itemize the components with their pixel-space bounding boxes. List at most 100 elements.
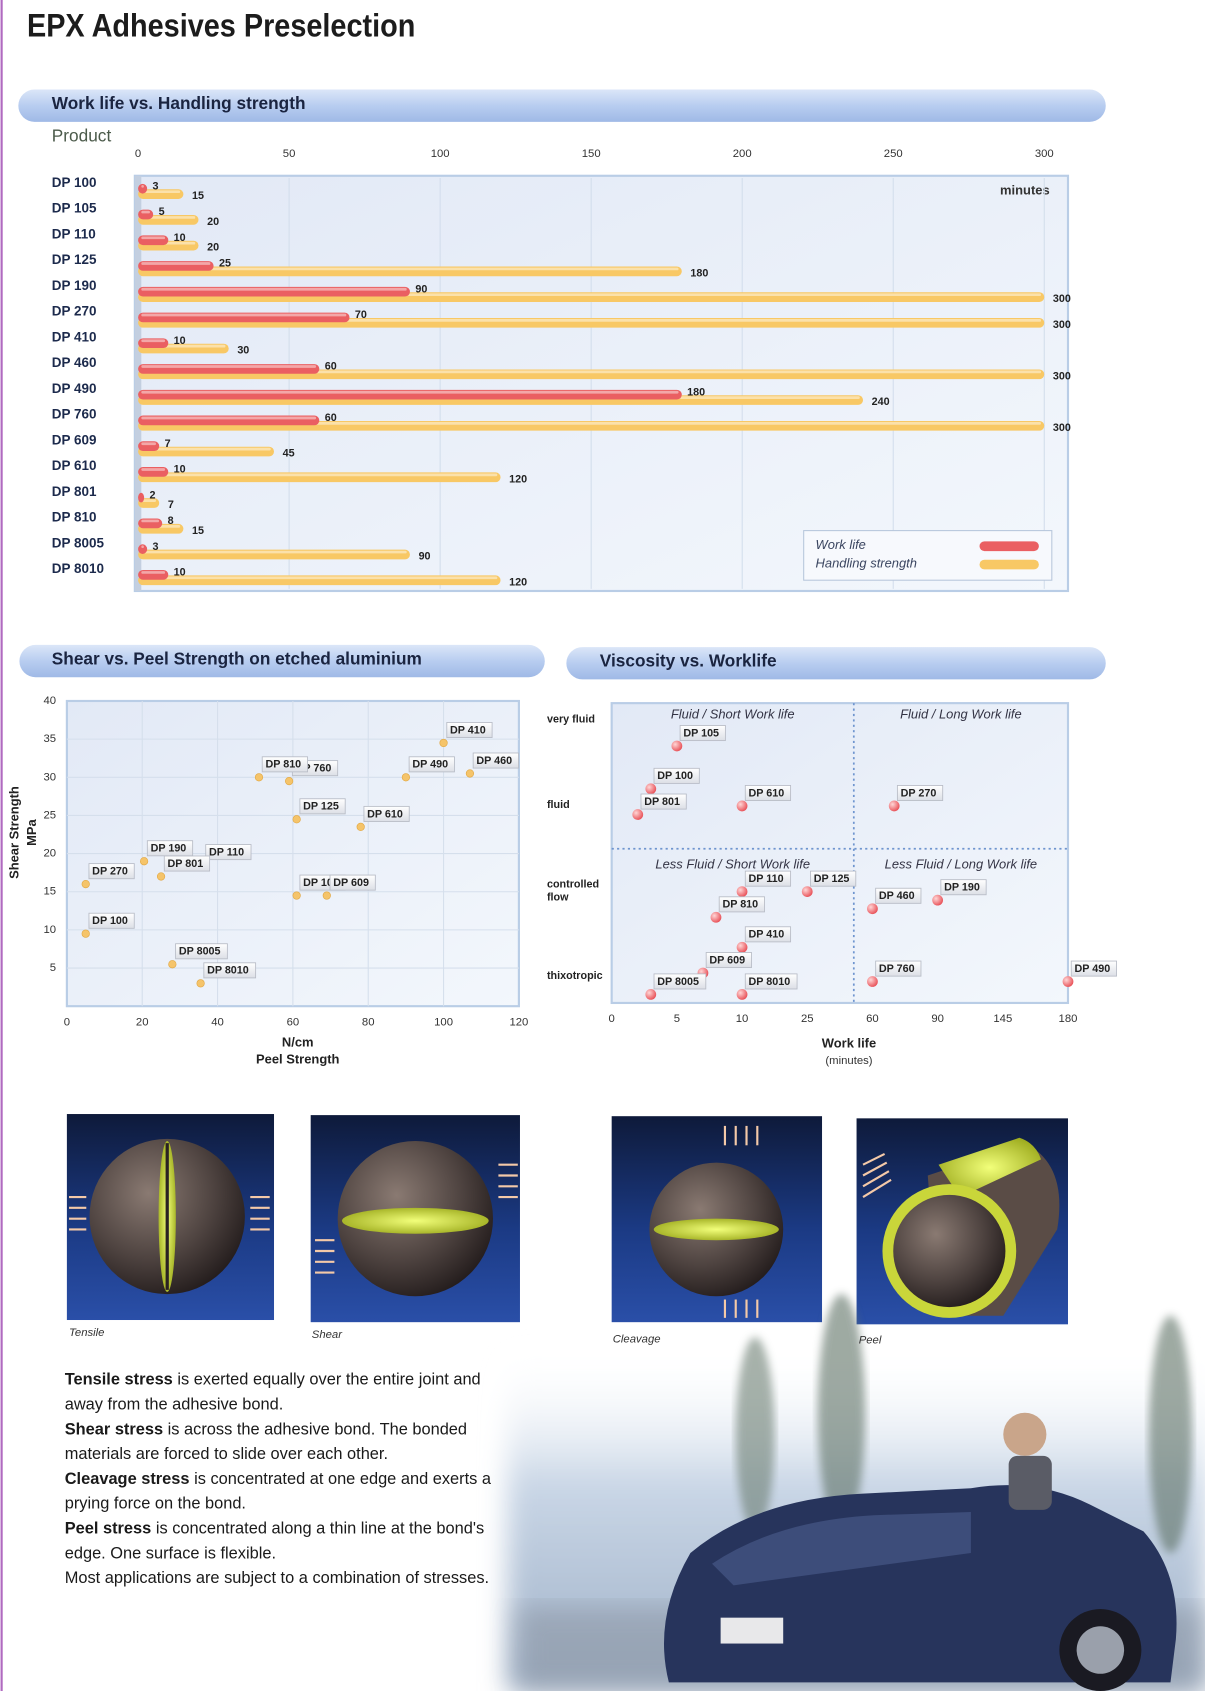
point-label: DP 490 [1074,963,1110,975]
x-tick-label: 100 [431,148,450,160]
bar [138,338,169,349]
value-label: 300 [1053,319,1071,331]
point [401,773,410,782]
bar [138,492,145,503]
y-tick-label: very fluid [546,713,595,726]
bar-highlight [141,319,1042,322]
bar-highlight [141,545,144,549]
point-label: DP 110 [749,873,784,885]
point-label-box [408,756,455,773]
stress-term: Shear stress [64,1420,164,1439]
point-label: DP 460 [879,890,915,902]
value-label: 20 [207,242,219,254]
bar [138,364,320,374]
point [888,800,900,812]
category-label: DP 460 [52,355,97,370]
point [285,777,294,786]
value-label: 120 [509,576,527,588]
bar [138,183,148,194]
point-label-box [163,855,211,872]
bar-highlight [141,499,156,502]
legend-label: Handling strength [816,555,917,570]
category-label: DP 760 [52,407,97,422]
point [932,894,944,906]
point [736,886,748,897]
bar [138,261,214,271]
bar [138,235,169,246]
point [867,903,878,915]
y-tick-label: 40 [44,695,57,707]
point-label-box [744,785,792,801]
point-label-box [329,874,376,891]
value-label: 180 [690,267,708,279]
point-label: DP 105 [683,727,719,739]
category-label: DP 8010 [52,561,104,576]
bar-highlight [141,571,166,574]
legend-swatch [979,541,1039,552]
force-arrows [723,1125,759,1318]
bar-highlight [141,339,166,343]
section-title: Viscosity vs. Worklife [600,651,777,671]
y-tick-label: 30 [44,771,57,783]
x-tick-label: 0 [609,1013,615,1025]
closing-text: Most applications are subject to a combi… [64,1569,490,1588]
point-label: DP 8010 [749,976,791,988]
x-tick-label: 60 [866,1013,879,1025]
point-label-box [446,722,493,738]
tree [817,1294,866,1532]
point [439,738,448,748]
point-label-box [718,896,765,913]
x-tick-label: 150 [582,148,601,160]
bar [138,467,169,477]
figure-caption: Peel [859,1334,882,1346]
y-tick-label-box: fluid [546,799,570,812]
point [140,857,149,866]
point-label-box [472,752,519,769]
point-label: DP 190 [944,882,980,894]
hub [1076,1626,1125,1674]
bar [138,215,199,225]
point [196,979,205,988]
point-label: DP 801 [168,858,204,870]
point-label-box [653,767,700,784]
bar [138,189,184,199]
bar-highlight [141,390,679,394]
stress-item: Peel stress is concentrated along a thin… [65,1516,518,1566]
bar [138,420,1045,431]
x-tick-label: 250 [884,148,903,160]
point-label: DP 760 [879,963,915,975]
x-tick-label: 100 [434,1016,453,1028]
point-label: DP 125 [303,801,339,813]
value-label: 60 [325,361,337,373]
point-label-box [896,785,944,801]
bar [138,549,410,560]
x-axis-title: Peel Strength [256,1052,340,1067]
y-tick-label: 5 [50,962,56,974]
value-label: 5 [159,206,165,218]
bar [138,472,501,483]
bar-highlight [141,365,317,368]
point-label: DP 801 [644,796,680,808]
quadrant-label: Less Fluid / Long Work life [885,856,1037,871]
category-label: DP 810 [52,510,97,525]
point [1062,976,1074,987]
point [322,891,331,900]
x-tick-label: 50 [283,148,296,160]
point-label-box [744,870,792,887]
category-label: DP 110 [52,226,96,241]
figure-caption: Tensile [69,1327,104,1339]
license-plate [720,1617,784,1644]
point-label: DP 609 [333,877,369,889]
bar-highlight [141,442,156,446]
car-hood [711,1511,971,1586]
point [632,809,644,820]
bar [138,312,350,323]
x-tick-label: 300 [1035,148,1054,160]
y-tick-label: fluid [546,799,570,812]
bar-highlight [141,184,144,188]
bar-highlight [141,416,317,420]
bar [138,317,1045,328]
adhesive [341,1207,489,1234]
y-tick-label: 10 [44,924,57,936]
